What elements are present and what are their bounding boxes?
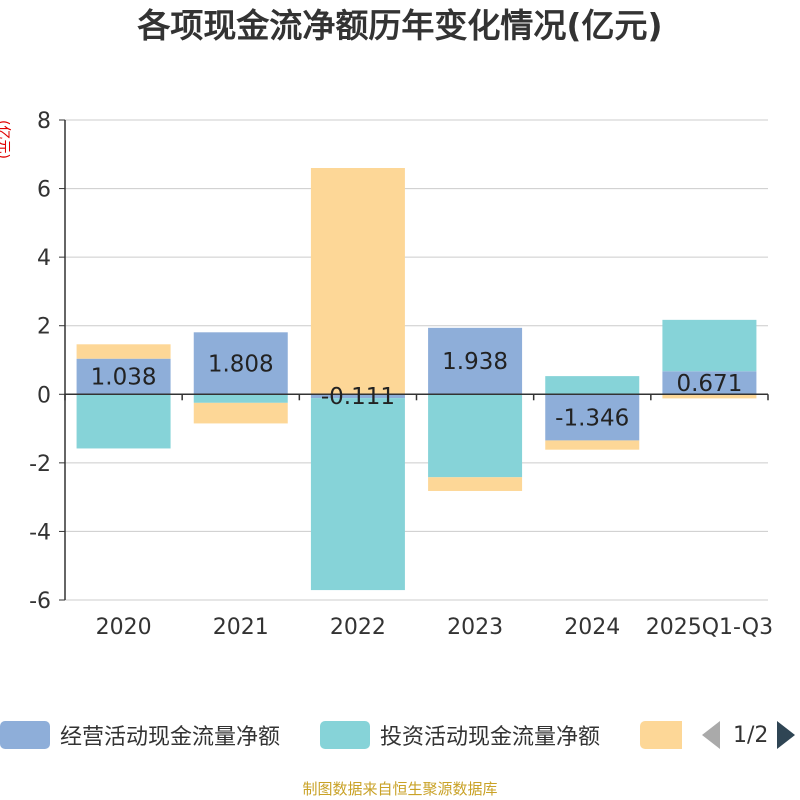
x-tick-label: 2020 (96, 615, 152, 640)
legend-prev-icon[interactable] (702, 721, 720, 749)
bar-segment (545, 394, 640, 441)
bar-segment (193, 394, 288, 403)
legend-label-investing: 投资活动现金流量净额 (380, 725, 601, 750)
data-source-note: 制图数据来自恒生聚源数据库 (302, 780, 498, 798)
bar-segment (76, 394, 171, 449)
bar-segment (545, 376, 640, 395)
data-label: -0.111 (321, 384, 395, 410)
data-label: 0.671 (676, 371, 742, 397)
data-label: -1.346 (555, 405, 629, 431)
y-tick-label: 8 (37, 109, 51, 134)
bar-segment (310, 398, 405, 591)
x-tick-label: 2022 (330, 615, 386, 640)
legend-swatch-third (640, 721, 682, 749)
y-tick-label: -2 (29, 452, 51, 477)
y-tick-label: -6 (29, 589, 51, 614)
data-label: 1.038 (91, 364, 157, 390)
legend-swatch-operating (0, 721, 50, 749)
x-tick-label: 2021 (213, 615, 269, 640)
bar-segment (310, 394, 405, 399)
cash-flow-chart: 8 6 4 2 0 -2 -4 -6 2020 2021 2022 2023 2024 2025Q1-Q3… (29, 109, 773, 640)
y-tick-label: -4 (29, 520, 51, 545)
bar-segment (428, 394, 523, 478)
bar-segment (428, 327, 523, 395)
bar-segment (76, 358, 171, 395)
y-tick-label: 0 (37, 383, 51, 408)
y-tick-label: 6 (37, 178, 51, 203)
y-tick-label: 4 (37, 246, 51, 271)
bar-segment (428, 477, 523, 491)
legend-label-operating: 经营活动现金流量净额 (60, 725, 281, 750)
bar-segment (662, 371, 757, 395)
x-tick-label: 2024 (564, 615, 620, 640)
chart-title: 各项现金流净额历年变化情况(亿元) (137, 6, 663, 45)
bar-segment (662, 319, 757, 372)
bar-segment (662, 394, 757, 399)
bar-segment (193, 402, 288, 424)
x-tick-label: 2025Q1-Q3 (646, 615, 773, 640)
data-label: 1.938 (442, 349, 508, 375)
y-tick-label: 2 (37, 315, 51, 340)
legend-swatch-investing (320, 721, 370, 749)
legend-pager: 1/2 (700, 718, 800, 752)
legend-item-investing[interactable]: 投资活动现金流量净额 (320, 720, 600, 750)
legend-item-third[interactable] (640, 720, 682, 750)
bar-segment (545, 440, 640, 450)
legend: 经营活动现金流量净额 投资活动现金流量净额 1/2 (0, 714, 800, 754)
data-label: 1.808 (208, 351, 274, 377)
legend-page-number: 1/2 (733, 722, 769, 748)
bar-segment (76, 344, 171, 359)
legend-next-icon[interactable] (777, 721, 796, 749)
bar-segment (193, 332, 288, 395)
x-tick-label: 2023 (447, 615, 503, 640)
legend-item-operating[interactable]: 经营活动现金流量净额 (0, 720, 280, 750)
bar-segment (310, 168, 405, 395)
